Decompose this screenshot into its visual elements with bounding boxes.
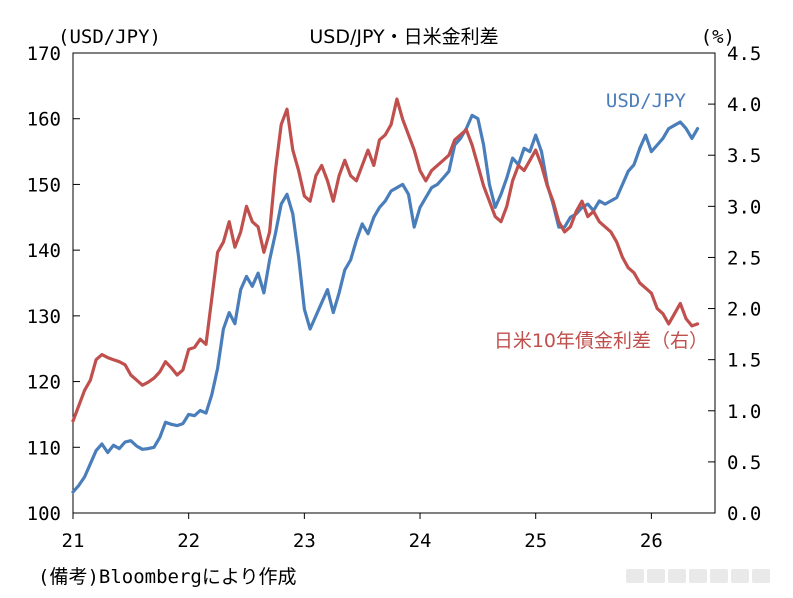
x-axis-tick-label: 23 — [293, 530, 316, 552]
plot-area-frame — [72, 52, 716, 514]
left-axis-unit: (USD/JPY) — [58, 26, 161, 48]
spread-series-line — [71, 97, 700, 423]
right-axis-tick-label: 2.0 — [727, 299, 761, 321]
left-axis-tick-label: 160 — [27, 109, 61, 131]
left-axis-tick-label: 170 — [27, 43, 61, 65]
axes-group: 100 110 120 130 140 150 160 170 0.0 0.5 1.0 1.5 2.0 2… — [27, 43, 762, 552]
right-axis-tick-label: 4.0 — [727, 94, 761, 116]
right-axis-tick-label: 0.0 — [727, 503, 761, 525]
source-note: (備考)Bloombergにより作成 — [38, 566, 297, 588]
right-axis-tick-label: 3.5 — [727, 145, 761, 167]
left-axis-tick-label: 110 — [27, 437, 61, 459]
series-labels-group: USD/JPY 日米10年債金利差（右） — [494, 90, 708, 352]
x-axis-tick-label: 22 — [177, 530, 200, 552]
right-axis-tick-label: 1.0 — [727, 401, 761, 423]
x-axis-tick-label: 21 — [62, 530, 85, 552]
left-axis-tick-label: 140 — [27, 240, 61, 262]
left-axis-tick-label: 100 — [27, 503, 61, 525]
x-axis-tick-label: 25 — [524, 530, 547, 552]
watermark-placeholder — [626, 568, 782, 586]
series-lines-group — [71, 97, 700, 494]
spread-series-label: 日米10年債金利差（右） — [494, 330, 708, 352]
left-axis-tick-label: 150 — [27, 174, 61, 196]
right-axis-tick-label: 2.5 — [727, 247, 761, 269]
right-axis-tick-label: 0.5 — [727, 452, 761, 474]
usdjpy-series-line — [71, 113, 700, 494]
right-axis-tick-label: 1.5 — [727, 350, 761, 372]
x-axis-tick-label: 24 — [409, 530, 432, 552]
x-axis-tick-label: 26 — [640, 530, 663, 552]
left-axis-tick-label: 120 — [27, 372, 61, 394]
right-axis-tick-label: 4.5 — [727, 43, 761, 65]
left-axis-tick-label: 130 — [27, 306, 61, 328]
chart-title: USD/JPY・日米金利差 — [309, 26, 498, 48]
usdjpy-series-label: USD/JPY — [606, 90, 687, 112]
right-axis-unit: (%) — [701, 26, 735, 48]
right-axis-tick-label: 3.0 — [727, 196, 761, 218]
